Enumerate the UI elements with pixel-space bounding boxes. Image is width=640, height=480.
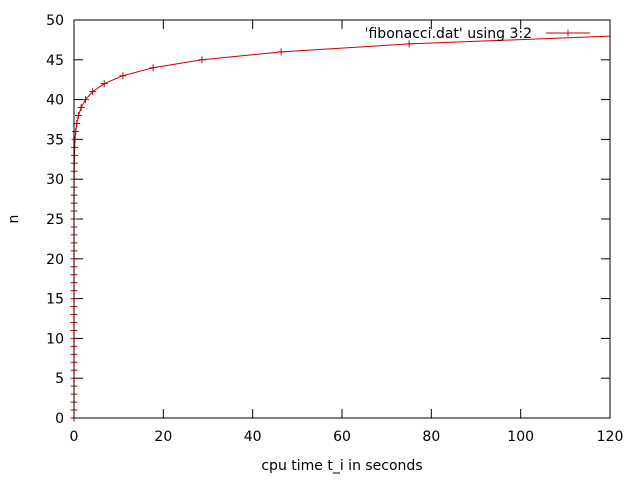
- y-tick-label: 0: [55, 411, 64, 427]
- series-layer: [70, 35, 610, 422]
- legend-marker: [564, 29, 572, 37]
- tick-labels: 0 20 40 60 80 100 120 0 5 10 15 20 25 30 35 40 45 50: [46, 13, 623, 445]
- x-axis-label: cpu time t_i in seconds: [261, 458, 422, 474]
- data-point: [71, 143, 79, 151]
- data-point: [100, 80, 108, 88]
- ticks: [73, 19, 611, 419]
- y-tick-label: 20: [46, 252, 64, 268]
- y-tick-label: 50: [46, 13, 64, 29]
- data-point: [72, 127, 80, 135]
- data-point: [71, 135, 79, 143]
- y-axis-label: n: [6, 215, 22, 224]
- y-tick-label: 40: [46, 93, 64, 109]
- x-tick-label: 0: [70, 429, 79, 445]
- x-tick-label: 100: [507, 429, 534, 445]
- y-tick-label: 15: [46, 292, 64, 308]
- y-tick-label: 45: [46, 53, 64, 69]
- y-tick-label: 25: [46, 212, 64, 228]
- y-tick-label: 10: [46, 331, 64, 347]
- x-tick-label: 80: [422, 429, 440, 445]
- data-point: [149, 64, 157, 72]
- x-tick-label: 20: [154, 429, 172, 445]
- data-point: [198, 56, 206, 64]
- legend-label: 'fibonacci.dat' using 3:2: [365, 26, 532, 42]
- series-line: [74, 35, 610, 418]
- x-tick-label: 120: [597, 429, 624, 445]
- legend-marker-plus: [564, 29, 572, 37]
- plot-frame: [73, 19, 611, 419]
- legend: 'fibonacci.dat' using 3:2: [365, 26, 590, 42]
- y-tick-label: 35: [46, 132, 64, 148]
- x-tick-label: 40: [244, 429, 262, 445]
- data-point: [119, 72, 127, 80]
- x-tick-label: 60: [333, 429, 351, 445]
- y-tick-label: 5: [55, 371, 64, 387]
- y-tick-label: 30: [46, 172, 64, 188]
- data-point: [277, 48, 285, 56]
- data-point: [89, 88, 97, 96]
- data-point: [77, 104, 85, 112]
- data-point: [74, 112, 82, 120]
- data-point: [82, 96, 90, 104]
- data-point: [405, 40, 413, 48]
